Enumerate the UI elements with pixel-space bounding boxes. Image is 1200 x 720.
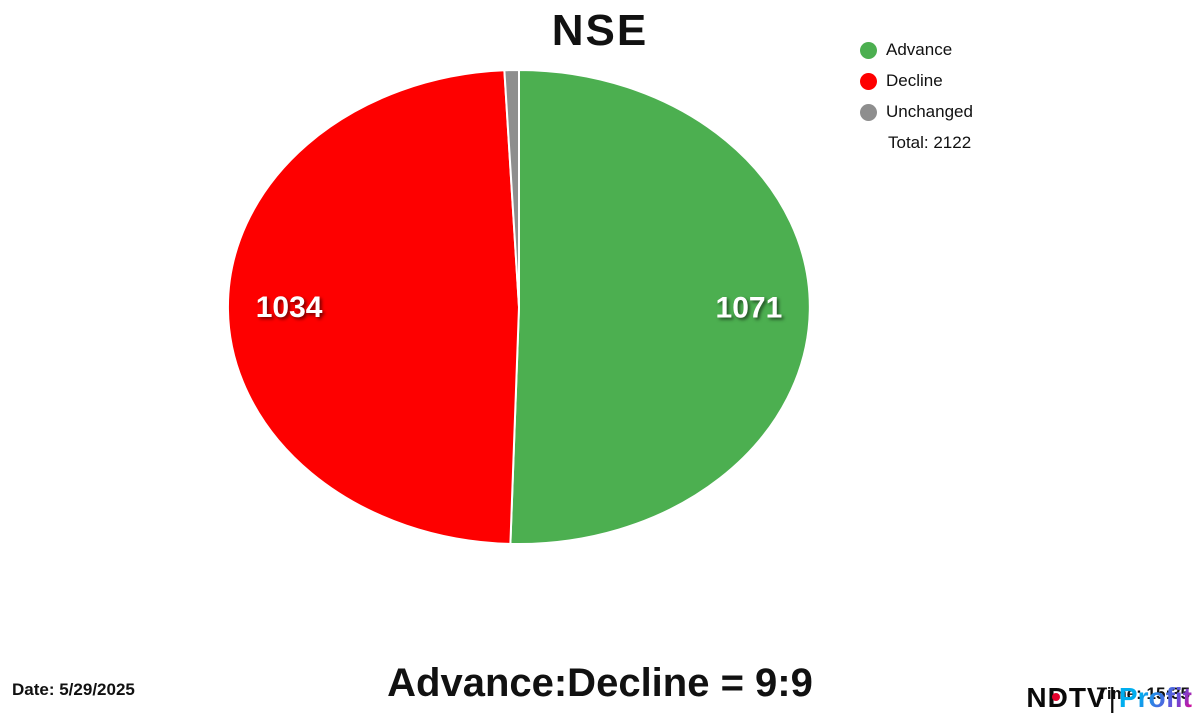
logo-separator: |	[1108, 682, 1116, 713]
legend-item-advance: Advance	[860, 40, 973, 60]
legend-item-unchanged: Unchanged	[860, 102, 973, 122]
legend-item-decline: Decline	[860, 71, 973, 91]
legend-items: Advance Decline Unchanged	[860, 40, 973, 122]
logo-ndtv-letters: NDTV	[1026, 682, 1107, 713]
slice-value-label-decline: 1034	[256, 291, 323, 324]
logo-profit-text: Profit	[1118, 682, 1192, 713]
pie-slice-decline	[226, 69, 521, 545]
pie-slice-advance	[509, 68, 811, 545]
slice-value-label-advance: 1071	[716, 292, 783, 325]
ratio-text: Advance:Decline = 9:9	[387, 661, 813, 705]
legend-label: Decline	[886, 71, 943, 90]
date-label: Date: 5/29/2025	[12, 680, 135, 699]
pie-slice-unchanged	[503, 68, 520, 308]
legend-total: Total: 2122	[888, 133, 972, 152]
legend-swatch-icon	[860, 103, 877, 121]
legend-label: Unchanged	[886, 102, 973, 121]
logo-ndtv-text: NDTV	[1026, 682, 1106, 714]
legend-label: Advance	[886, 40, 953, 59]
legend-swatch-icon	[860, 72, 877, 90]
chart-title: NSE	[551, 6, 649, 55]
ndtv-profit-logo: NDTV | Profit	[1026, 682, 1192, 714]
legend: Advance Decline Unchanged Total: 2122	[860, 40, 973, 153]
legend-swatch-icon	[860, 41, 877, 59]
time-label: Time: 15:35	[1097, 684, 1190, 704]
logo-red-dot-icon	[1052, 693, 1061, 701]
